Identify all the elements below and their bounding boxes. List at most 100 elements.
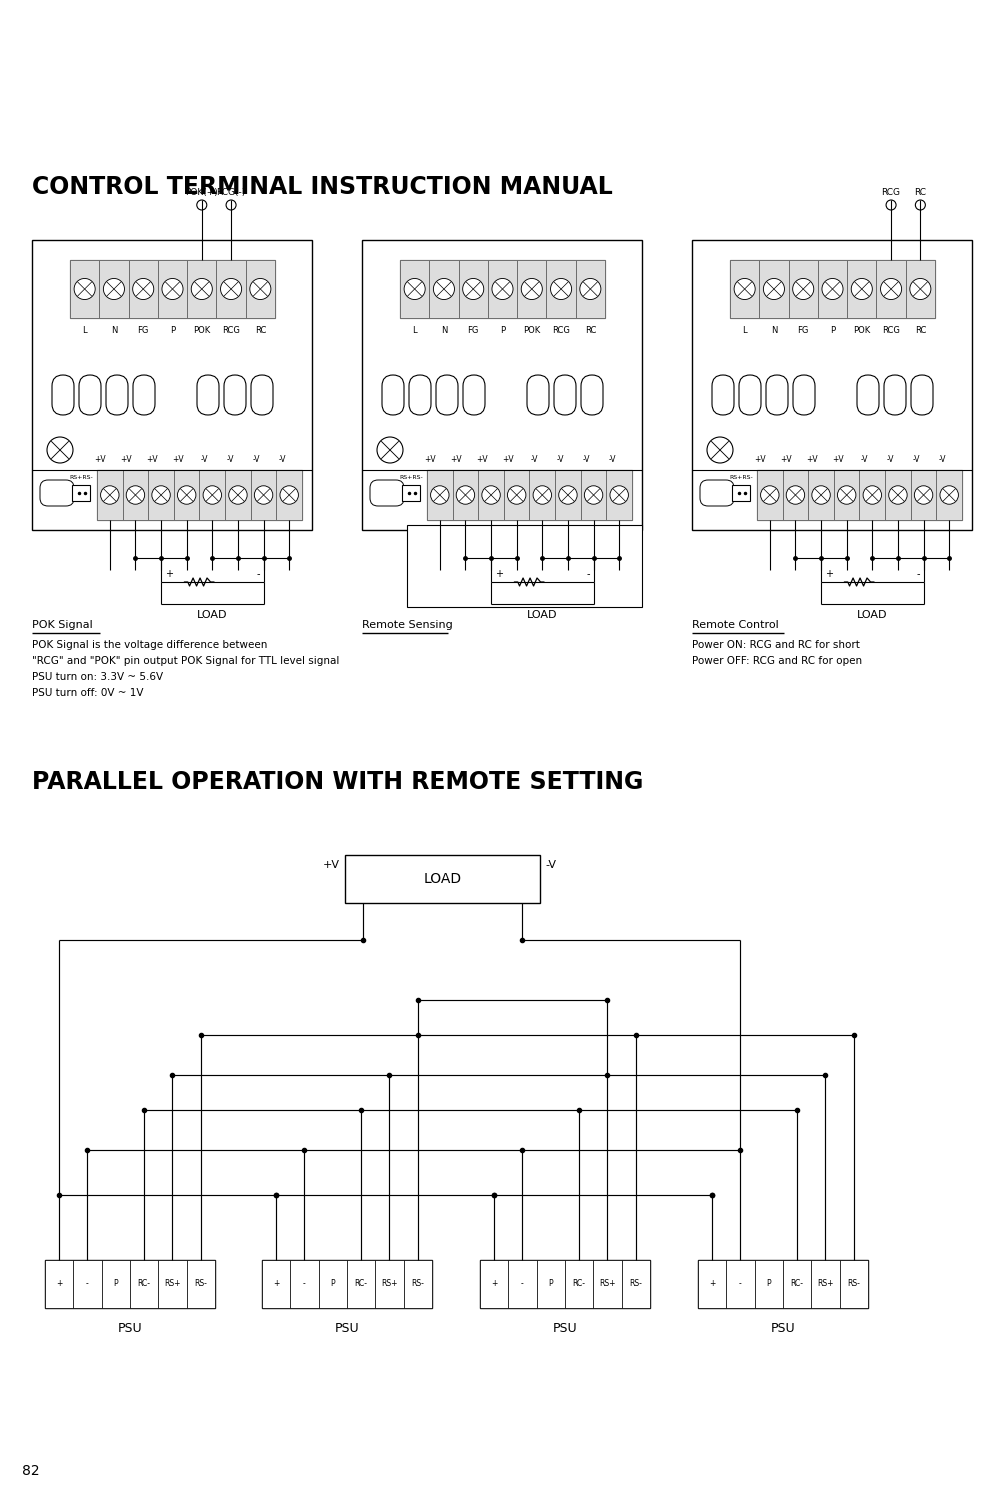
FancyBboxPatch shape [883, 376, 905, 415]
Text: PSU turn off: 0V ~ 1V: PSU turn off: 0V ~ 1V [32, 688, 143, 697]
Text: N: N [770, 326, 776, 335]
Text: LOAD: LOAD [197, 610, 228, 621]
Circle shape [191, 278, 212, 299]
Text: +V: +V [475, 455, 487, 464]
Circle shape [151, 485, 171, 504]
Text: +V: +V [831, 455, 843, 464]
Text: Remote Control: Remote Control [691, 621, 778, 630]
Text: +V: +V [449, 455, 461, 464]
Text: RC: RC [914, 326, 925, 335]
Bar [529, 470, 555, 520]
Bar [122, 470, 148, 520]
Text: RS-: RS- [411, 1279, 424, 1288]
Circle shape [533, 485, 551, 504]
Bar [45, 1260, 215, 1308]
FancyBboxPatch shape [79, 376, 101, 415]
FancyBboxPatch shape [408, 376, 430, 415]
Text: P: P [548, 1279, 553, 1288]
Text: RS-: RS- [195, 1279, 207, 1288]
Bar [575, 260, 605, 319]
Text: PSU turn on: 3.3V ~ 5.6V: PSU turn on: 3.3V ~ 5.6V [32, 672, 162, 682]
Bar [787, 260, 817, 319]
Text: POK: POK [853, 326, 870, 335]
Text: RS+RS-: RS+RS- [728, 475, 752, 479]
Bar [731, 485, 749, 500]
Circle shape [507, 485, 526, 504]
Bar [477, 470, 504, 520]
Bar [517, 260, 546, 319]
FancyBboxPatch shape [435, 376, 457, 415]
Text: P: P [829, 326, 834, 335]
Text: +: + [494, 570, 503, 579]
FancyBboxPatch shape [711, 376, 733, 415]
Text: RC: RC [255, 326, 266, 335]
Circle shape [203, 485, 222, 504]
Text: "RCG" and "POK" pin output POK Signal for TTL level signal: "RCG" and "POK" pin output POK Signal fo… [32, 655, 339, 666]
Text: +: + [273, 1279, 279, 1288]
Bar [729, 260, 934, 319]
FancyBboxPatch shape [132, 376, 154, 415]
FancyBboxPatch shape [554, 376, 576, 415]
FancyBboxPatch shape [197, 376, 219, 415]
Text: RCG: RCG [222, 326, 240, 335]
Bar [347, 1260, 375, 1308]
Circle shape [733, 278, 754, 299]
Circle shape [47, 437, 73, 463]
Text: +: + [708, 1279, 715, 1288]
Bar [876, 260, 905, 319]
Circle shape [481, 485, 499, 504]
Circle shape [126, 485, 144, 504]
Circle shape [792, 278, 813, 299]
Bar [406, 525, 641, 607]
Text: -V: -V [582, 455, 589, 464]
Text: -V: -V [530, 455, 538, 464]
FancyBboxPatch shape [370, 479, 403, 507]
Bar [32, 240, 312, 531]
Text: LOAD: LOAD [527, 610, 557, 621]
Bar [537, 1260, 565, 1308]
Circle shape [558, 485, 577, 504]
Bar [276, 470, 302, 520]
Bar [621, 1260, 649, 1308]
FancyBboxPatch shape [462, 376, 484, 415]
Bar [839, 1260, 868, 1308]
Circle shape [103, 278, 124, 299]
Text: RCG: RCG [881, 188, 900, 197]
FancyBboxPatch shape [40, 479, 74, 507]
Text: +V: +V [120, 455, 131, 464]
Bar [262, 1260, 290, 1308]
Circle shape [915, 200, 925, 210]
Text: +V: +V [146, 455, 157, 464]
Circle shape [250, 278, 271, 299]
Text: RC-: RC- [354, 1279, 367, 1288]
Text: P: P [499, 326, 505, 335]
FancyBboxPatch shape [251, 376, 273, 415]
Bar [129, 1260, 158, 1308]
Text: FG: FG [796, 326, 808, 335]
Text: RS+: RS+ [599, 1279, 615, 1288]
Circle shape [811, 485, 829, 504]
Bar [782, 1260, 810, 1308]
Text: FG: FG [137, 326, 148, 335]
Text: RS+: RS+ [381, 1279, 397, 1288]
Text: RC: RC [584, 326, 596, 335]
Bar [452, 470, 477, 520]
Circle shape [462, 278, 483, 299]
Text: RS-: RS- [847, 1279, 860, 1288]
Text: -: - [256, 570, 260, 579]
Bar [128, 260, 157, 319]
Circle shape [886, 200, 896, 210]
Circle shape [760, 485, 778, 504]
Bar [504, 470, 529, 520]
Circle shape [888, 485, 907, 504]
FancyBboxPatch shape [857, 376, 878, 415]
Text: -V: -V [200, 455, 208, 464]
Bar [725, 1260, 754, 1308]
Circle shape [580, 278, 601, 299]
Circle shape [254, 485, 273, 504]
Circle shape [821, 278, 843, 299]
Text: RS-: RS- [629, 1279, 642, 1288]
Bar [910, 470, 936, 520]
Bar [593, 1260, 621, 1308]
Bar [158, 1260, 187, 1308]
